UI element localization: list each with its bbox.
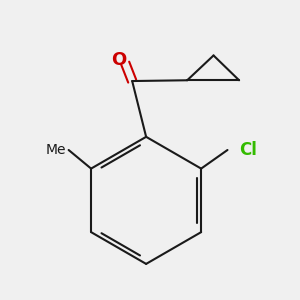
Text: Me: Me <box>46 143 66 157</box>
Text: O: O <box>111 51 127 69</box>
Text: Cl: Cl <box>239 141 257 159</box>
